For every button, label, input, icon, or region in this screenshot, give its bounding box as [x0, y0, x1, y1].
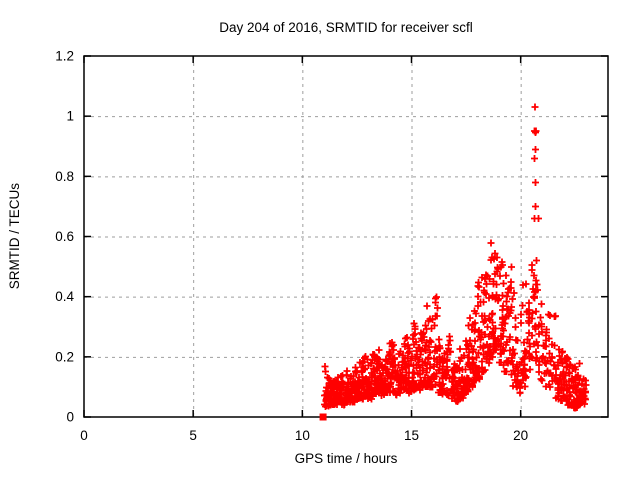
y-tick-label: 0.2	[55, 349, 74, 364]
scatter-points	[321, 103, 590, 412]
y-tick-label: 0.8	[55, 169, 74, 184]
y-tick-label: 0.6	[55, 229, 74, 244]
start-point-marker	[319, 413, 327, 421]
y-tick-label: 1	[66, 109, 74, 124]
x-tick-label: 20	[513, 428, 528, 443]
x-tick-label: 5	[189, 428, 197, 443]
x-tick-label: 0	[80, 428, 88, 443]
y-tick-label: 1.2	[55, 49, 74, 64]
y-tick-label: 0.4	[55, 289, 74, 304]
x-axis-label: GPS time / hours	[294, 451, 398, 466]
x-tick-label: 10	[295, 428, 310, 443]
y-tick-label: 0	[66, 410, 74, 425]
x-tick-label: 15	[404, 428, 419, 443]
chart-title: Day 204 of 2016, SRMTID for receiver scf…	[219, 20, 473, 35]
grid-lines	[84, 56, 608, 417]
tick-labels: 0 5 10 15 20 0 0.2 0.4 0.6 0.8 1 1.2	[55, 49, 528, 444]
axes-border	[83, 55, 609, 418]
